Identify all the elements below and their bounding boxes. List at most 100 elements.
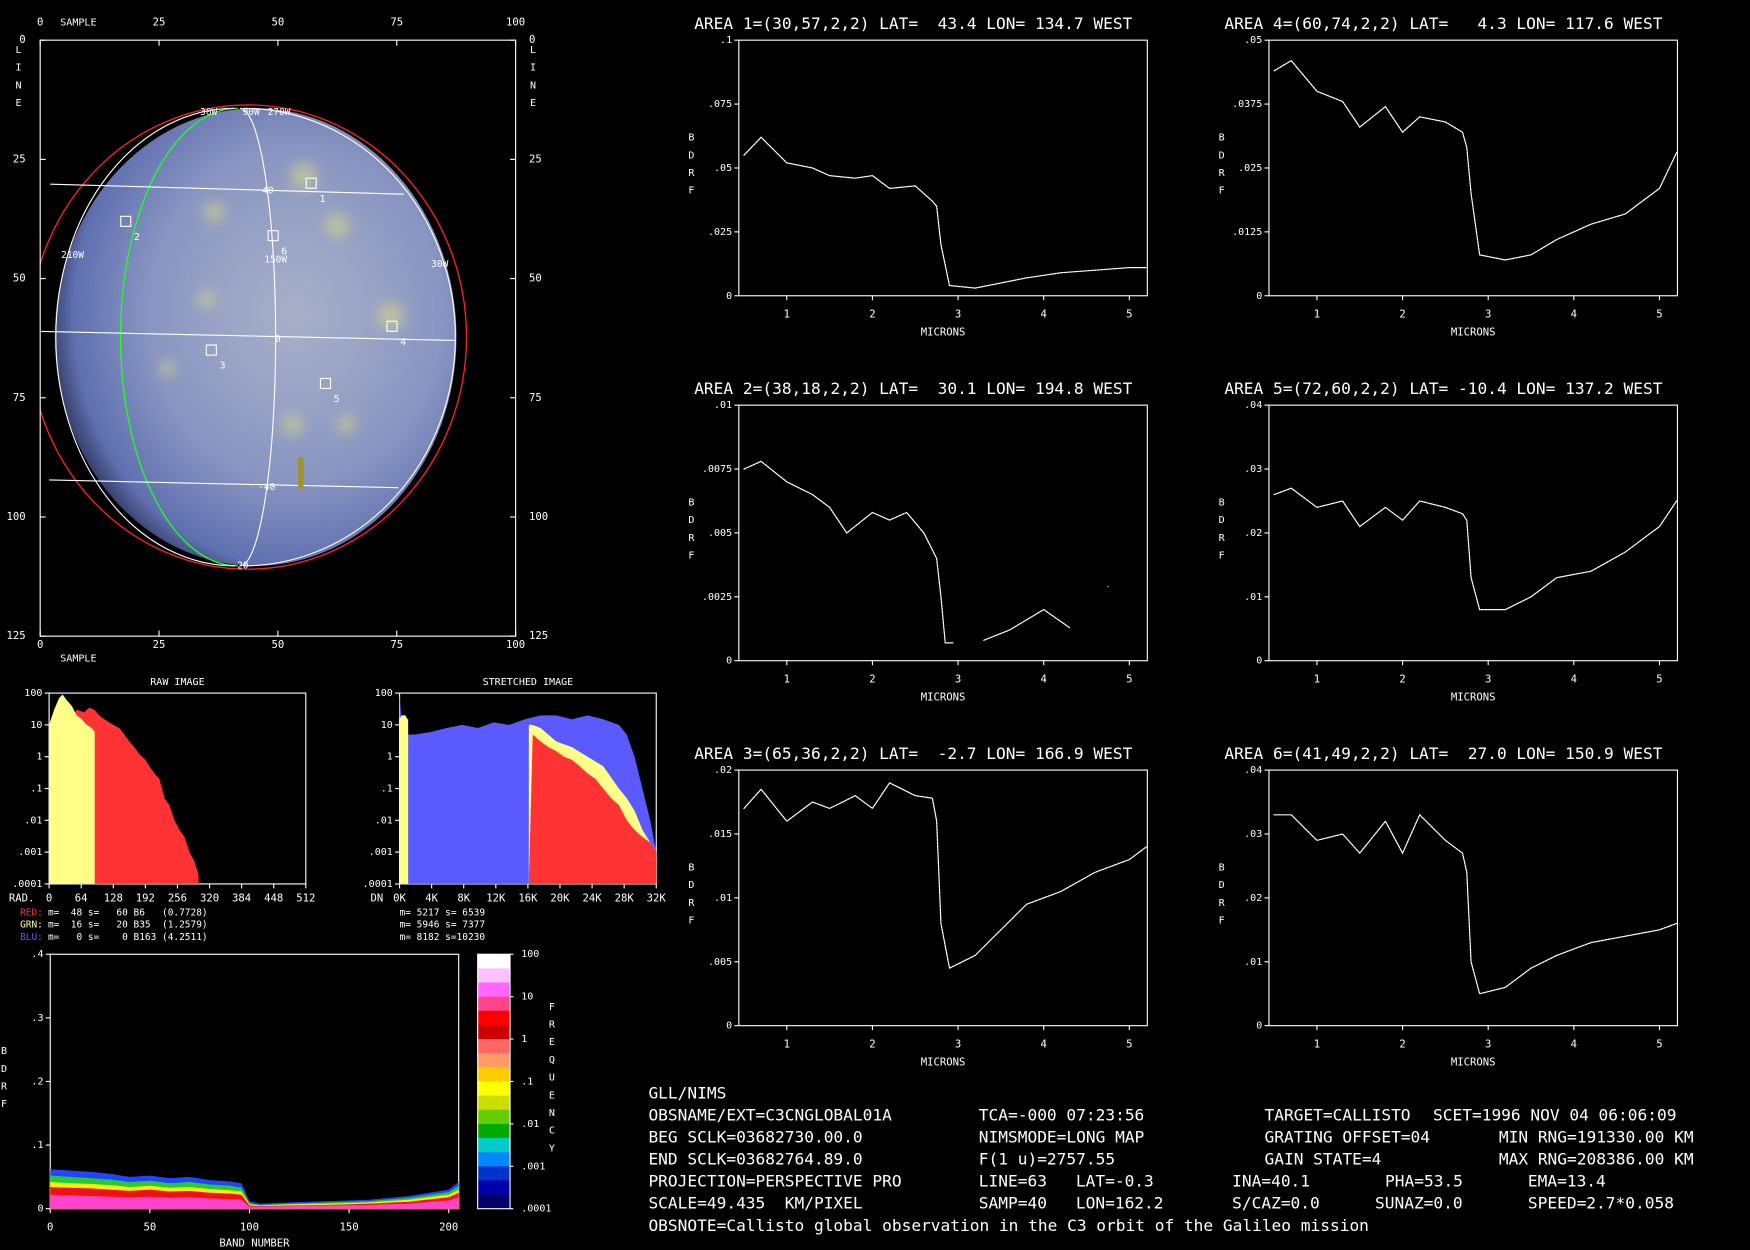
y-tick-label: 100 <box>529 511 548 523</box>
info-text: NIMSMODE=LONG MAP <box>979 1127 1145 1146</box>
y-tick-label: 10 <box>30 720 42 731</box>
x-tick-label: 2 <box>1399 309 1405 321</box>
y-tick-label: .0375 <box>1232 99 1262 110</box>
info-text: EMA=13.4 <box>1528 1172 1606 1191</box>
plot-frame <box>49 953 460 1210</box>
x-tick-label: 100 <box>506 639 525 651</box>
x-tick-label: 24K <box>583 892 603 904</box>
colorbar-tick-label: .1 <box>521 1076 533 1087</box>
area <box>50 1194 459 1209</box>
x-tick-label: 3 <box>1485 309 1491 321</box>
planet-image <box>40 104 468 570</box>
y-axis-label: BDRF <box>1216 133 1227 204</box>
legend-stats: m= 5946 s= 7377 <box>400 920 486 931</box>
x-tick-label: 64 <box>75 892 88 904</box>
info-text: LAT=-0.3 <box>1076 1172 1154 1191</box>
colorbar-swatch <box>477 1194 511 1210</box>
legend-label: RED: <box>20 907 43 918</box>
x-tick-label: 128 <box>104 892 123 904</box>
info-text: INA=40.1 <box>1232 1172 1310 1191</box>
x-tick-label: 25 <box>153 639 166 651</box>
x-axis-label: SAMPLE <box>60 17 96 28</box>
y-axis-label: LINE <box>13 45 24 116</box>
x-tick-label: 50 <box>272 639 285 651</box>
x-tick-label: 0 <box>37 639 43 651</box>
colorbar-swatch <box>477 996 511 1012</box>
x-tick-label: 28K <box>615 892 635 904</box>
colorbar-tick-label: 1 <box>521 1034 527 1045</box>
x-tick-label: 25 <box>153 16 166 28</box>
y-tick-label: .01 <box>714 893 732 904</box>
patch <box>324 213 350 238</box>
colorbar-label: FREQUENCY <box>546 1002 557 1161</box>
x-tick-label: 320 <box>200 892 219 904</box>
x-tick-label: 50 <box>143 1222 156 1234</box>
x-tick-label: 1 <box>1314 309 1320 321</box>
chart-title: AREA 2=(38,18,2,2) LAT= 30.1 LON= 194.8 … <box>694 379 1132 398</box>
colorbar-swatch <box>477 1053 511 1068</box>
x-tick-label: 4 <box>1041 1039 1047 1051</box>
y-tick-label: .025 <box>1238 163 1262 174</box>
x-tick-label: 2 <box>869 1039 875 1051</box>
x-tick-label: 2 <box>869 674 875 686</box>
legend-stats: m= 48 s= 60 B6 (0.7728) <box>48 907 208 918</box>
y-tick-label: .075 <box>708 99 732 110</box>
area-marker <box>319 377 332 390</box>
y-tick-label: 0 <box>726 1021 732 1032</box>
meridian-green <box>119 107 238 567</box>
colorbar-tick-label: 100 <box>521 949 539 960</box>
x-tick-label: 5 <box>1126 309 1132 321</box>
info-text: LON=162.2 <box>1076 1194 1164 1213</box>
y-tick-label: .01 <box>24 815 42 826</box>
patch <box>197 290 216 309</box>
y-tick-label: .0001 <box>363 879 393 890</box>
y-tick-label: 75 <box>529 392 542 404</box>
x-tick-label: 75 <box>390 16 403 28</box>
y-tick-label: .001 <box>18 847 42 858</box>
x-tick-label: 4 <box>1041 309 1047 321</box>
y-tick-label: 50 <box>529 273 542 285</box>
y-tick-label: .001 <box>369 847 393 858</box>
y-tick-label: .05 <box>1244 35 1262 46</box>
colorbar-tick-label: .01 <box>521 1119 539 1130</box>
area-marker <box>120 215 132 227</box>
y-tick-label: 1 <box>387 752 393 763</box>
patch <box>159 360 176 377</box>
y-axis-label: BDRF <box>686 133 697 204</box>
x-tick-label: 8K <box>457 892 470 904</box>
x-tick-label: 0 <box>37 16 43 28</box>
x-tick-label: 192 <box>136 892 155 904</box>
x-tick-label: 50 <box>272 16 285 28</box>
x-tick-label: 384 <box>232 892 251 904</box>
legend-label: BLU: <box>20 932 43 943</box>
y-tick-label: .025 <box>708 227 732 238</box>
colorbar-swatch <box>477 1010 511 1026</box>
x-tick-label: 12K <box>486 892 506 904</box>
y-tick-label: 50 <box>13 273 26 285</box>
y-tick-label: .0025 <box>702 592 732 603</box>
y-tick-label: .02 <box>714 765 732 776</box>
x-tick-label: 3 <box>1485 674 1491 686</box>
plot-frame <box>738 769 1148 1027</box>
x-tick-label: 100 <box>506 16 525 28</box>
grid-label: -20 <box>231 560 248 571</box>
x-tick-label: 1 <box>1314 1039 1320 1051</box>
y-tick-label: .01 <box>714 400 732 411</box>
y-tick-label: .0001 <box>12 879 42 890</box>
y-tick-label: .1 <box>381 784 393 795</box>
x-tick-label: 0 <box>47 1222 53 1234</box>
info-text: GRATING OFFSET=04 <box>1265 1127 1431 1146</box>
x-tick-label: 1 <box>784 309 790 321</box>
colorbar-swatch <box>477 982 511 998</box>
grid-label: 30W <box>200 107 217 118</box>
colorbar-swatch <box>477 1024 511 1040</box>
y-tick-label: .3 <box>31 1013 43 1024</box>
chart-title: AREA 6=(41,49,2,2) LAT= 27.0 LON= 150.9 … <box>1224 744 1662 763</box>
x-axis-label: MICRONS <box>921 1057 966 1069</box>
y-tick-label: .0125 <box>1232 227 1262 238</box>
plot-frame <box>738 39 1148 297</box>
y-tick-label: .01 <box>1244 957 1262 968</box>
patch <box>290 162 317 190</box>
